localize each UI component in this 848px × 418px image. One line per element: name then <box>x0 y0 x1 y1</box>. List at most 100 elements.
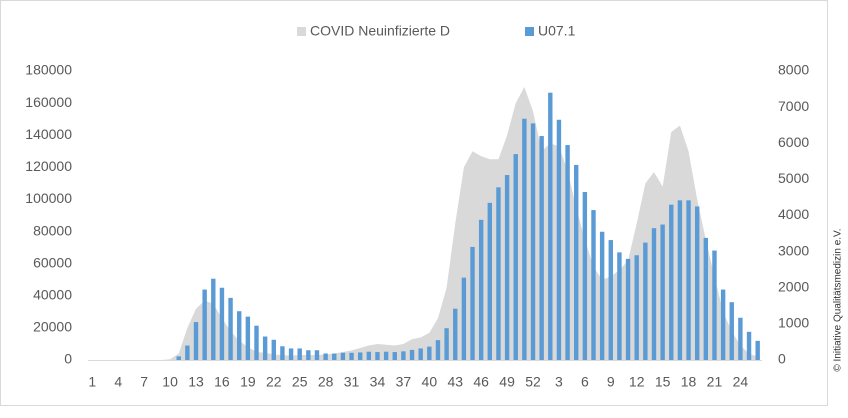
bar <box>478 219 484 360</box>
y-tick-label: 80000 <box>33 222 72 238</box>
bar <box>435 340 441 360</box>
bar <box>565 145 570 360</box>
bar <box>288 348 294 360</box>
y2-tick-label: 5000 <box>778 170 809 186</box>
y-tick-label: 20000 <box>33 319 72 335</box>
bar <box>504 175 510 360</box>
x-tick-label: 24 <box>733 374 749 390</box>
bar <box>574 164 579 360</box>
bar <box>176 356 181 360</box>
bar <box>729 302 734 360</box>
bar <box>418 348 423 360</box>
x-tick-label: 37 <box>396 374 412 390</box>
bar <box>643 242 648 360</box>
bar <box>228 297 233 360</box>
y-tick-label: 180000 <box>25 62 72 78</box>
bar <box>755 340 760 360</box>
y2-tick-label: 6000 <box>778 134 809 150</box>
y-tick-label: 60000 <box>33 254 72 270</box>
bar <box>262 336 268 360</box>
bar <box>211 278 216 360</box>
bar <box>332 353 337 360</box>
bar <box>193 322 199 360</box>
x-tick-label: 13 <box>188 374 204 390</box>
y2-tick-label: 1000 <box>778 315 809 331</box>
bar <box>694 206 700 360</box>
bar <box>401 351 406 360</box>
bar <box>375 352 380 360</box>
legend-label: U07.1 <box>538 23 576 39</box>
x-tick-label: 21 <box>707 374 723 390</box>
bar <box>496 187 501 360</box>
bar <box>461 277 467 360</box>
bar <box>530 123 536 360</box>
bar <box>219 287 225 360</box>
x-tick-label: 9 <box>607 374 615 390</box>
x-tick-label: 10 <box>162 374 178 390</box>
y2-tick-label: 2000 <box>778 278 809 294</box>
legend-swatch <box>297 27 306 36</box>
x-tick-label: 34 <box>370 374 386 390</box>
y2-tick-label: 8000 <box>778 62 809 78</box>
bar <box>738 317 743 360</box>
y2-tick-label: 3000 <box>778 242 809 258</box>
y-tick-label: 120000 <box>25 158 72 174</box>
bar <box>522 118 527 360</box>
x-tick-label: 19 <box>240 374 256 390</box>
x-tick-label: 1 <box>88 374 96 390</box>
y2-tick-label: 4000 <box>778 206 809 222</box>
area <box>92 87 758 361</box>
x-tick-label: 25 <box>292 374 308 390</box>
bar <box>591 210 596 360</box>
bar <box>746 331 752 360</box>
x-tick-label: 28 <box>318 374 334 390</box>
bar <box>383 351 389 360</box>
x-tick-label: 40 <box>422 374 438 390</box>
x-tick-label: 6 <box>581 374 589 390</box>
x-tick-label: 7 <box>140 374 148 390</box>
bar <box>306 350 311 360</box>
bar <box>669 204 674 360</box>
x-tick-label: 12 <box>629 374 645 390</box>
bar <box>245 316 251 360</box>
bar <box>427 346 432 360</box>
bar <box>539 136 544 360</box>
bar <box>634 255 639 360</box>
legend-swatch <box>525 27 534 36</box>
bar <box>487 202 493 360</box>
bar <box>599 231 605 360</box>
y-tick-label: 40000 <box>33 286 72 302</box>
x-tick-label: 15 <box>655 374 671 390</box>
chart-border <box>0 0 828 406</box>
bar <box>314 350 320 360</box>
x-tick-label: 16 <box>214 374 230 390</box>
bar <box>357 352 363 360</box>
bar <box>185 345 190 360</box>
bar <box>513 154 518 360</box>
bar <box>297 348 302 360</box>
bar <box>712 250 717 360</box>
x-tick-label: 52 <box>525 374 541 390</box>
y-tick-label: 160000 <box>25 94 72 110</box>
x-tick-label: 3 <box>555 374 563 390</box>
bar <box>582 192 588 360</box>
bar <box>444 328 449 360</box>
bar <box>556 119 562 360</box>
legend-label: COVID Neuinfizierte D <box>310 23 450 39</box>
bar <box>470 246 475 360</box>
bar <box>660 224 665 360</box>
bar <box>392 352 397 360</box>
bar <box>366 351 372 360</box>
copyright: © Initiative Qualitätsmedizin e.V. <box>833 228 844 371</box>
y-tick-label: 140000 <box>25 126 72 142</box>
x-tick-label: 49 <box>499 374 515 390</box>
y-tick-label: 100000 <box>25 190 72 206</box>
bar <box>548 92 553 361</box>
y2-tick-label: 7000 <box>778 98 809 114</box>
bar <box>349 352 354 360</box>
x-tick-label: 22 <box>266 374 282 390</box>
bar <box>271 339 276 360</box>
bar <box>280 346 285 360</box>
y-tick-label: 0 <box>64 351 72 367</box>
